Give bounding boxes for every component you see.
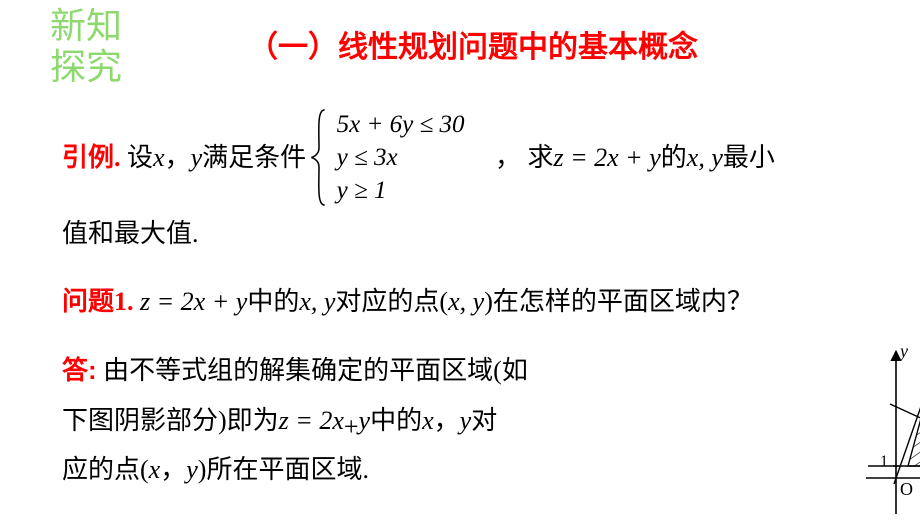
example-line2: 值和最大值. — [62, 213, 862, 255]
example-lead-text1: 设 — [121, 143, 154, 172]
sys-line-2: y ≤ 3x — [337, 141, 465, 174]
tail-t1: ， 求 — [495, 143, 554, 172]
content-area: 引例. 设x，y满足条件 5x + 6y ≤ 30 y ≤ 3x y ≥ 1 ，… — [62, 106, 862, 494]
ans-t1: 由不等式组的解集确定的平面区域(如 — [97, 356, 528, 385]
ans-c: ， — [434, 406, 460, 435]
ans-t6: )所在平面区域. — [198, 455, 369, 484]
ans-px: x — [149, 455, 161, 484]
ans-py: y — [186, 455, 198, 484]
answer-block: 答: 由不等式组的解集确定的平面区域(如 下图阴影部分)即为z = 2x+y中的… — [62, 346, 862, 494]
var-y: y — [191, 143, 203, 172]
corner-title-line2: 探究 — [50, 47, 122, 88]
answer-text: 答: 由不等式组的解集确定的平面区域(如 下图阴影部分)即为z = 2x+y中的… — [62, 346, 592, 494]
ans-t5: 应的点( — [62, 455, 149, 484]
section-heading: （一）线性规划问题中的基本概念 — [248, 22, 698, 66]
var-x: x — [153, 143, 165, 172]
ans-t4: 对 — [471, 406, 497, 435]
q1-expr: z = 2x + y — [134, 287, 248, 316]
tail-expr: z = 2x + y — [553, 143, 660, 172]
left-brace-icon — [309, 108, 329, 207]
tail-t3: 最小 — [723, 143, 775, 172]
answer-label: 答: — [62, 355, 97, 385]
fig-label-y: y — [900, 342, 908, 360]
tail-xy: x, y — [687, 143, 723, 172]
q1-pt: x, y — [448, 287, 484, 316]
comma: ， — [165, 143, 191, 172]
sys-line-3: y ≥ 1 — [337, 174, 465, 207]
q1-t2: 对应的点( — [335, 287, 448, 316]
tail-t2: 的 — [661, 143, 687, 172]
ans-plus: + — [344, 412, 359, 441]
corner-title: 新知 探究 — [50, 6, 122, 89]
ans-pc: ， — [160, 455, 186, 484]
ans-expr: z = 2x — [279, 406, 344, 435]
fig-label-1: 1 — [880, 454, 888, 470]
system-lines: 5x + 6y ≤ 30 y ≤ 3x y ≥ 1 — [315, 108, 465, 207]
q1-t3: )在怎样的平面区域内？ — [484, 287, 753, 316]
example-row: 引例. 设x，y满足条件 5x + 6y ≤ 30 y ≤ 3x y ≥ 1 ，… — [62, 108, 862, 207]
example-tail: ， 求z = 2x + y的x, y最小 — [495, 137, 775, 179]
ans-x: x — [422, 406, 434, 435]
q1-t1: 中的 — [247, 287, 299, 316]
q1-xy: x, y — [299, 287, 335, 316]
example-lead: 引例. 设x，y满足条件 — [62, 137, 306, 179]
corner-title-line1: 新知 — [50, 6, 122, 47]
example-lead-text2: 满足条件 — [202, 143, 306, 172]
fig-label-O: O — [900, 480, 913, 498]
question-1: 问题1. z = 2x + y中的x, y对应的点(x, y)在怎样的平面区域内… — [62, 281, 862, 323]
system-brace-group: 5x + 6y ≤ 30 y ≤ 3x y ≥ 1 — [315, 108, 465, 207]
ans-t2: 下图阴影部分)即为 — [62, 406, 279, 435]
sys-line-1: 5x + 6y ≤ 30 — [337, 108, 465, 141]
example-label: 引例. — [62, 143, 121, 172]
ans-yy: y — [460, 406, 472, 435]
region-figure: y x O 1 y=3x y=1 5x+6y=30 — [862, 346, 920, 516]
ans-y: y — [359, 406, 371, 435]
q1-label: 问题1. — [62, 287, 134, 316]
ans-t3: 中的 — [370, 406, 422, 435]
